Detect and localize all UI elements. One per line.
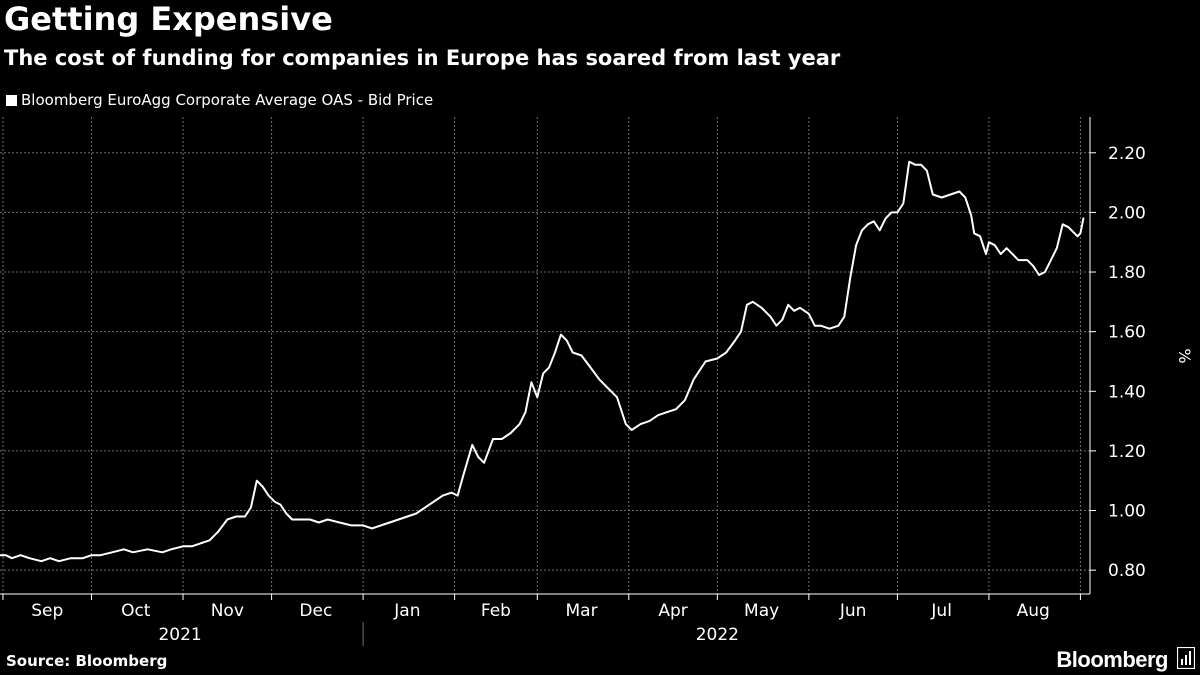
x-tick-label: Apr	[658, 601, 687, 621]
chart-subtitle: The cost of funding for companies in Eur…	[4, 46, 841, 70]
bloomberg-logo: Bloomberg	[1056, 647, 1168, 672]
chart-brand-icon	[1177, 647, 1195, 669]
x-tick-label: Dec	[299, 601, 332, 621]
x-tick-label: May	[744, 601, 779, 621]
legend-swatch	[6, 94, 17, 106]
y-tick-label: 0.80	[1108, 561, 1146, 581]
y-tick-label: 2.20	[1108, 144, 1146, 164]
x-tick-label: Nov	[211, 601, 244, 621]
x-tick-label: Jul	[930, 601, 952, 621]
legend-label: Bloomberg EuroAgg Corporate Average OAS …	[21, 91, 434, 109]
x-tick-label: Jan	[393, 601, 420, 621]
y-tick-label: 2.00	[1108, 203, 1146, 223]
y-tick-label: 1.20	[1108, 442, 1146, 462]
x-tick-label: Oct	[121, 601, 151, 621]
grid-layer	[0, 117, 1090, 594]
source-note: Source: Bloomberg	[6, 652, 168, 670]
x-tick-label: Mar	[566, 601, 598, 621]
x-tick-label: Jun	[839, 601, 867, 621]
x-year-label: 2022	[696, 625, 739, 645]
legend: Bloomberg EuroAgg Corporate Average OAS …	[6, 91, 433, 109]
y-axis-unit-label: %	[1175, 348, 1194, 363]
series-line	[0, 160, 1085, 563]
x-tick-label: Aug	[1017, 601, 1050, 621]
x-year-label: 2021	[158, 625, 201, 645]
y-tick-label: 1.00	[1108, 502, 1146, 522]
x-tick-label: Feb	[481, 601, 511, 621]
axis-layer	[0, 117, 1096, 646]
chart-title: Getting Expensive	[4, 0, 333, 38]
label-layer: 0.80 1.00 1.20 1.40 1.60 1.80 2.00 2.20 Sep Oct No…	[31, 144, 1194, 645]
x-tick-label: Sep	[31, 601, 63, 621]
y-tick-label: 1.80	[1108, 263, 1146, 283]
series-layer	[0, 160, 1085, 563]
y-tick-label: 1.40	[1108, 382, 1146, 402]
y-tick-label: 1.60	[1108, 323, 1146, 343]
